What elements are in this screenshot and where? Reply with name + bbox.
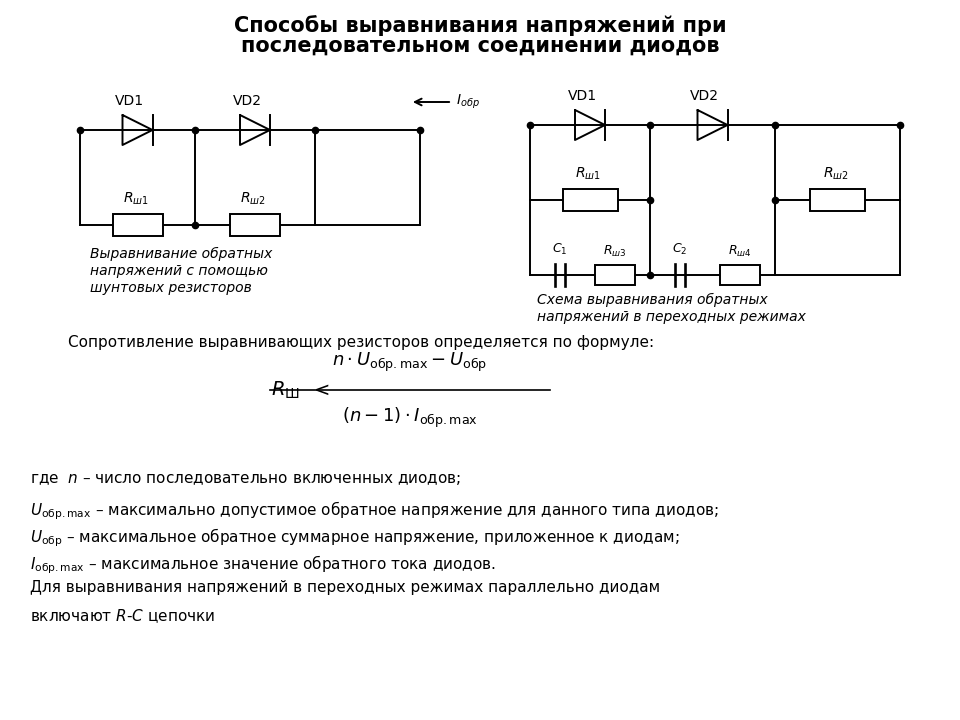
Text: Сопротивление выравнивающих резисторов определяется по формуле:: Сопротивление выравнивающих резисторов о… xyxy=(68,335,654,350)
Text: Выравнивание обратных: Выравнивание обратных xyxy=(90,247,273,261)
Text: $R_{ш4}$: $R_{ш4}$ xyxy=(729,244,752,259)
Text: $<$: $<$ xyxy=(310,380,330,400)
Text: шунтовых резисторов: шунтовых резисторов xyxy=(90,281,252,295)
Text: $(n - 1) \cdot I_{\rm обр.max}$: $(n - 1) \cdot I_{\rm обр.max}$ xyxy=(342,406,478,430)
Bar xyxy=(810,189,865,211)
Text: $C_1$: $C_1$ xyxy=(552,242,567,257)
Text: $R_{\rm Ш}$: $R_{\rm Ш}$ xyxy=(271,379,300,400)
Text: Способы выравнивания напряжений при: Способы выравнивания напряжений при xyxy=(233,15,727,36)
Bar xyxy=(112,214,162,236)
Text: последовательном соединении диодов: последовательном соединении диодов xyxy=(241,36,719,56)
Text: $U_{\rm обр.max}$ – максимально допустимое обратное напряжение для данного типа : $U_{\rm обр.max}$ – максимально допустим… xyxy=(30,499,719,521)
Text: $n \cdot U_{\rm обр.max} - U_{\rm обр}$: $n \cdot U_{\rm обр.max} - U_{\rm обр}$ xyxy=(332,351,488,374)
Text: VD2: VD2 xyxy=(690,89,719,103)
Text: $R_{ш1}$: $R_{ш1}$ xyxy=(123,191,149,207)
Text: $I_{обр}$: $I_{обр}$ xyxy=(456,93,480,111)
Text: $R_{ш2}$: $R_{ш2}$ xyxy=(823,166,849,182)
Bar xyxy=(230,214,280,236)
Bar xyxy=(720,265,760,285)
Text: напряжений в переходных режимах: напряжений в переходных режимах xyxy=(537,310,805,324)
Text: включают $R$-$C$ цепочки: включают $R$-$C$ цепочки xyxy=(30,607,215,625)
Text: $R_{ш1}$: $R_{ш1}$ xyxy=(575,166,601,182)
Text: $C_2$: $C_2$ xyxy=(672,242,687,257)
Text: $I_{\rm обр.max}$ – максимальное значение обратного тока диодов.: $I_{\rm обр.max}$ – максимальное значени… xyxy=(30,553,496,575)
Text: VD1: VD1 xyxy=(115,94,144,108)
Text: Схема выравнивания обратных: Схема выравнивания обратных xyxy=(537,293,768,307)
Text: VD2: VD2 xyxy=(232,94,261,108)
Text: $R_{ш2}$: $R_{ш2}$ xyxy=(240,191,266,207)
Bar xyxy=(563,189,617,211)
Text: Для выравнивания напряжений в переходных режимах параллельно диодам: Для выравнивания напряжений в переходных… xyxy=(30,580,660,595)
Text: напряжений с помощью: напряжений с помощью xyxy=(90,264,268,278)
Text: VD1: VD1 xyxy=(567,89,596,103)
Text: $U_{\rm обр}$ – максимальное обратное суммарное напряжение, приложенное к диодам: $U_{\rm обр}$ – максимальное обратное су… xyxy=(30,526,680,549)
Bar xyxy=(595,265,635,285)
Text: $R_{ш3}$: $R_{ш3}$ xyxy=(603,244,627,259)
Text: где  $n$ – число последовательно включенных диодов;: где $n$ – число последовательно включенн… xyxy=(30,472,461,487)
